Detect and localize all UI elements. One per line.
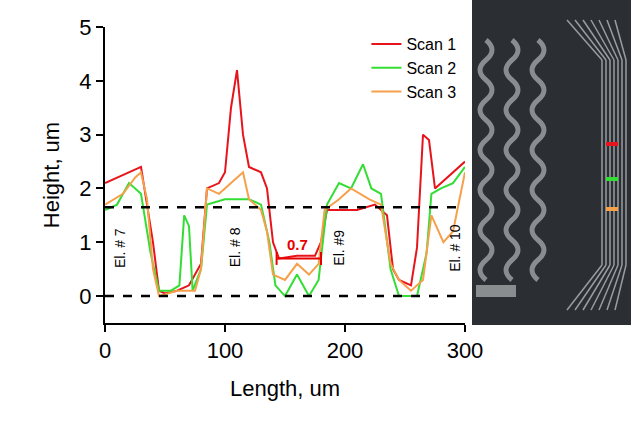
svg-text:Scan 1: Scan 1 (406, 36, 456, 53)
svg-text:3: 3 (79, 122, 91, 147)
svg-text:0.7: 0.7 (287, 236, 308, 253)
svg-text:4: 4 (79, 69, 91, 94)
svg-text:Scan 2: Scan 2 (406, 60, 456, 77)
svg-text:2: 2 (79, 176, 91, 201)
svg-text:Height, um: Height, um (39, 122, 64, 228)
svg-text:300: 300 (447, 338, 484, 363)
svg-text:El. # 7: El. # 7 (112, 228, 128, 268)
svg-text:El. # 8: El. # 8 (227, 227, 243, 267)
svg-text:5: 5 (79, 15, 91, 40)
svg-text:El. #9: El. #9 (331, 230, 347, 266)
svg-text:0: 0 (79, 284, 91, 309)
svg-text:0: 0 (99, 338, 111, 363)
svg-text:Length, um: Length, um (230, 376, 340, 401)
svg-text:1: 1 (79, 230, 91, 255)
svg-text:El. # 10: El. # 10 (447, 224, 463, 272)
svg-text:Scan 3: Scan 3 (406, 84, 456, 101)
svg-text:200: 200 (327, 338, 364, 363)
svg-text:100: 100 (207, 338, 244, 363)
